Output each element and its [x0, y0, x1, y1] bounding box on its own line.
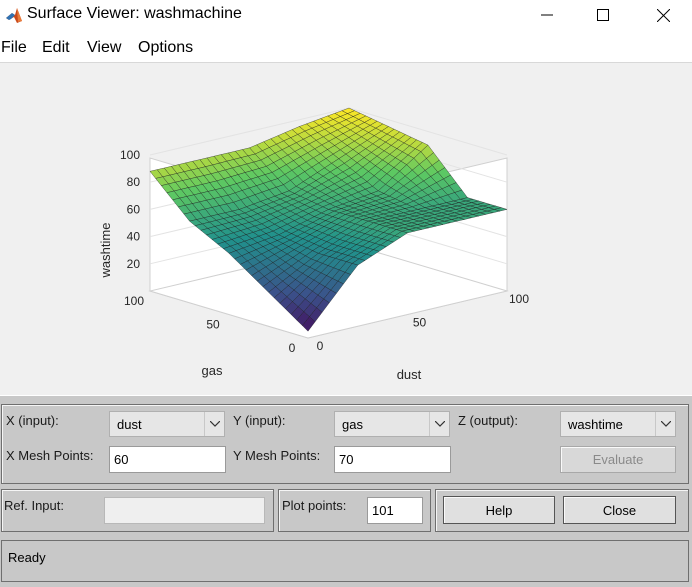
- menu-edit[interactable]: Edit: [42, 39, 70, 56]
- x-mesh-input[interactable]: 60: [109, 446, 226, 473]
- minimize-icon: [541, 14, 553, 16]
- menu-options[interactable]: Options: [138, 39, 194, 56]
- axes-panel: X (input): dust Y (input): gas Z (output…: [1, 404, 689, 484]
- x-input-value: dust: [117, 417, 142, 432]
- surface-patch: [302, 316, 316, 332]
- minimize-button[interactable]: [524, 0, 570, 30]
- close-icon: [656, 8, 670, 22]
- x-mesh-label: X Mesh Points:: [6, 448, 94, 463]
- status-text: Ready: [8, 550, 46, 565]
- y-input-value: gas: [342, 417, 363, 432]
- title-bar: Surface Viewer: washmachine: [0, 0, 692, 30]
- z-output-value: washtime: [568, 417, 623, 432]
- menu-file[interactable]: File: [1, 39, 27, 56]
- y-axis-label: gas: [202, 363, 223, 378]
- ref-input-panel: Ref. Input:: [1, 489, 274, 532]
- y-mesh-input[interactable]: 70: [334, 446, 451, 473]
- y-input-select[interactable]: gas: [334, 411, 450, 437]
- surface-mesh: [149, 107, 508, 332]
- x-tick-label: 100: [509, 292, 529, 306]
- z-output-label: Z (output):: [458, 413, 518, 428]
- window-title: Surface Viewer: washmachine: [27, 5, 242, 22]
- buttons-panel: Help Close: [435, 489, 689, 532]
- x-input-select[interactable]: dust: [109, 411, 225, 437]
- plot-points-input[interactable]: 101: [367, 497, 423, 524]
- maximize-button[interactable]: [580, 0, 626, 30]
- controls-panel: X (input): dust Y (input): gas Z (output…: [0, 396, 692, 587]
- plot-points-panel: Plot points: 101: [278, 489, 431, 532]
- y-tick-label: 100: [124, 294, 144, 308]
- x-tick-label: 50: [413, 316, 427, 330]
- z-tick-label: 40: [127, 230, 141, 244]
- z-tick-label: 20: [127, 257, 141, 271]
- x-tick-label: 0: [317, 339, 324, 353]
- surface-plot[interactable]: 20 40 60 80 100 0 50 100 0 50 100 washtime dust ga…: [0, 63, 692, 396]
- plot-points-label: Plot points:: [282, 498, 347, 513]
- axis-ticks: 20 40 60 80 100 0 50 100 0 50 100: [120, 148, 529, 355]
- ref-input-field[interactable]: [104, 497, 265, 524]
- chevron-down-icon: [204, 412, 224, 436]
- menu-view[interactable]: View: [87, 39, 122, 56]
- evaluate-button[interactable]: Evaluate: [560, 446, 676, 473]
- z-tick-label: 60: [127, 202, 141, 216]
- z-axis-label: washtime: [98, 223, 113, 279]
- help-button[interactable]: Help: [443, 496, 555, 524]
- x-axis-label: dust: [397, 367, 422, 382]
- y-mesh-label: Y Mesh Points:: [233, 448, 321, 463]
- z-output-select[interactable]: washtime: [560, 411, 676, 437]
- y-tick-label: 0: [289, 341, 296, 355]
- close-button[interactable]: Close: [563, 496, 676, 524]
- matlab-icon: [5, 6, 23, 24]
- menu-bar: File Edit View Options: [0, 35, 692, 61]
- maximize-icon: [597, 9, 609, 21]
- status-bar: Ready: [1, 540, 689, 582]
- z-tick-label: 80: [127, 175, 141, 189]
- ref-input-label: Ref. Input:: [4, 498, 64, 513]
- close-window-button[interactable]: [640, 0, 686, 30]
- y-tick-label: 50: [206, 318, 220, 332]
- x-input-label: X (input):: [6, 413, 59, 428]
- plot-area[interactable]: 20 40 60 80 100 0 50 100 0 50 100 washtime dust ga…: [0, 62, 692, 395]
- chevron-down-icon: [429, 412, 449, 436]
- y-input-label: Y (input):: [233, 413, 286, 428]
- z-tick-label: 100: [120, 148, 140, 162]
- chevron-down-icon: [655, 412, 675, 436]
